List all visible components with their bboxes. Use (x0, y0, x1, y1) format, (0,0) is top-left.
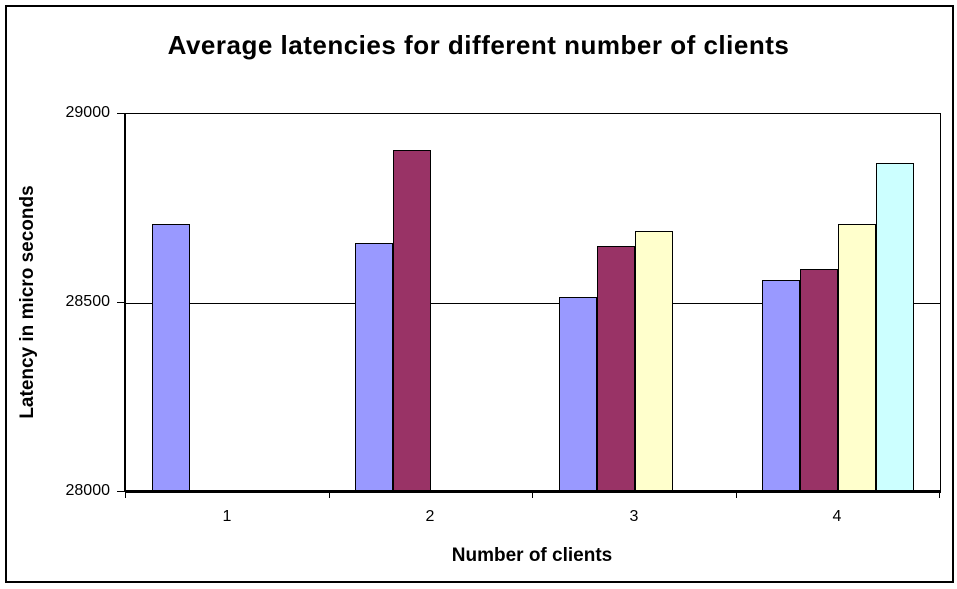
x-tick-mark-0 (125, 492, 126, 498)
y-tick-mark-28000 (117, 491, 125, 492)
y-tick-mark-29000 (117, 113, 125, 114)
y-tick-label-28000: 28000 (65, 482, 111, 499)
bar-category4-series-1 (762, 280, 800, 492)
x-axis-title: Number of clients (451, 545, 613, 566)
x-axis-line (124, 490, 940, 492)
bar-category1-series-1 (152, 224, 190, 492)
y-axis-line (124, 113, 126, 492)
y-tick-mark-28500 (117, 302, 125, 303)
x-tick-mark-2 (532, 492, 533, 498)
x-tick-mark-1 (329, 492, 330, 498)
bar-category2-series-1 (355, 243, 393, 492)
y-tick-label-29000: 29000 (65, 104, 111, 121)
x-tick-label-4: 4 (832, 508, 842, 525)
x-tick-mark-4 (939, 492, 940, 498)
bar-category3-series-1 (559, 297, 597, 492)
bar-category3-series-3 (635, 231, 673, 492)
x-tick-label-2: 2 (425, 508, 435, 525)
x-tick-label-3: 3 (629, 508, 639, 525)
bar-category4-series-3 (838, 224, 876, 492)
x-tick-mark-3 (736, 492, 737, 498)
plot-area (125, 113, 941, 493)
y-tick-label-28500: 28500 (65, 293, 111, 310)
chart-title: Average latencies for different number o… (167, 30, 790, 60)
x-tick-label-1: 1 (222, 508, 232, 525)
bar-category4-series-2 (800, 269, 838, 492)
bar-category4-series-4 (876, 163, 914, 492)
bar-category2-series-2 (393, 150, 431, 492)
bar-category3-series-2 (597, 246, 635, 492)
gridline-28500 (126, 303, 940, 304)
